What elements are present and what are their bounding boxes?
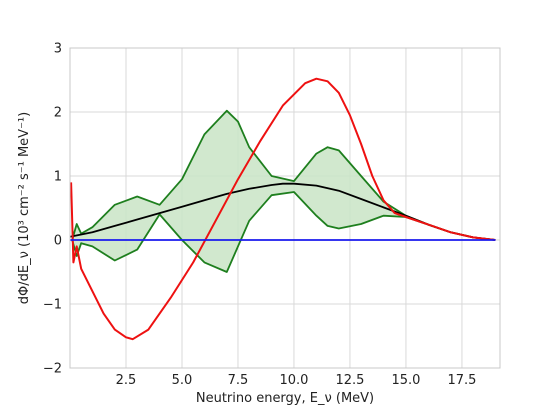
y-tick-label: 0 [54, 234, 62, 249]
y-tick-label: −1 [43, 298, 62, 313]
x-tick-label: 10.0 [279, 373, 308, 388]
x-tick-labels: 2.5 5.0 7.5 10.0 12.5 15.0 17.5 [116, 373, 477, 388]
x-tick-label: 12.5 [335, 373, 364, 388]
x-tick-label: 7.5 [228, 373, 249, 388]
y-axis-label: dΦ/dE_ν (10³ cm⁻² s⁻¹ MeV⁻¹) [17, 112, 32, 304]
y-tick-label: 2 [54, 106, 62, 121]
x-axis-label: Neutrino energy, E_ν (MeV) [196, 391, 374, 406]
y-tick-labels: −2 −1 0 1 2 3 [43, 42, 62, 377]
x-tick-label: 17.5 [447, 373, 476, 388]
plot-frame [69, 47, 501, 369]
y-tick-label: 3 [54, 42, 62, 57]
x-tick-label: 15.0 [391, 373, 420, 388]
series-layer [69, 77, 496, 341]
x-tick-label: 2.5 [116, 373, 137, 388]
red-curve [70, 77, 496, 341]
x-tick-label: 5.0 [172, 373, 193, 388]
y-tick-label: 1 [54, 170, 62, 185]
green-band-area [72, 110, 496, 272]
y-tick-label: −2 [43, 362, 62, 377]
